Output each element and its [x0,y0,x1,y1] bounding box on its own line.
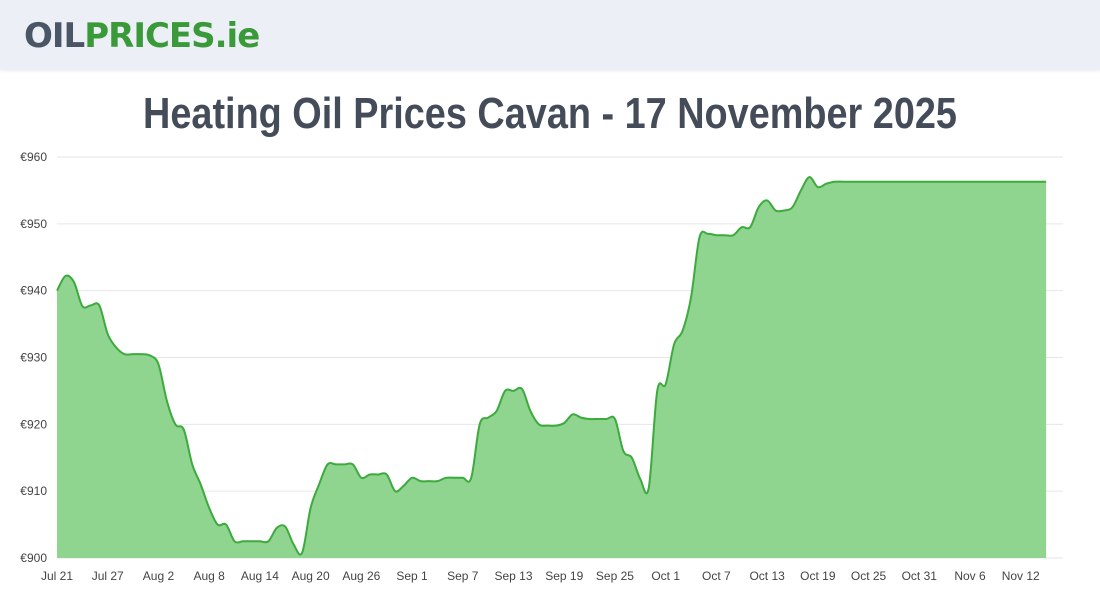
x-tick-label: Oct 25 [851,569,887,583]
y-tick-label: €940 [20,284,47,298]
x-tick-label: Oct 7 [702,569,731,583]
logo-text-prices: PRICES [84,16,215,56]
x-tick-label: Aug 14 [241,569,279,583]
x-tick-label: Nov 6 [954,569,986,583]
logo-text-oil: OIL [24,16,85,56]
x-tick-label: Oct 19 [800,569,836,583]
x-tick-label: Oct 31 [902,569,938,583]
x-tick-label: Oct 1 [651,569,680,583]
site-logo[interactable]: OILPRICES.ie [24,14,261,58]
x-tick-label: Aug 26 [342,569,380,583]
x-tick-label: Oct 13 [749,569,785,583]
series-area [57,177,1047,559]
x-tick-label: Aug 20 [292,569,330,583]
x-tick-label: Aug 8 [193,569,225,583]
logo-text-domain: .ie [214,16,261,56]
y-tick-label: €900 [20,551,47,565]
y-tick-label: €920 [20,417,47,431]
x-tick-label: Aug 2 [143,569,175,583]
y-tick-label: €960 [20,150,47,164]
x-tick-label: Jul 27 [92,569,124,583]
x-tick-label: Sep 1 [396,569,428,583]
series-line [56,176,1047,556]
page-title: Heating Oil Prices Cavan - 17 November 2… [143,89,957,138]
y-tick-label: €950 [20,217,47,231]
y-tick-label: €930 [20,351,47,365]
site-header: OILPRICES.ie [0,0,1100,70]
x-tick-label: Sep 13 [494,569,532,583]
x-tick-label: Nov 12 [1002,569,1040,583]
x-tick-label: Sep 7 [447,569,479,583]
x-tick-label: Sep 25 [596,569,634,583]
x-tick-label: Sep 19 [545,569,583,583]
x-tick-label: Jul 21 [41,569,73,583]
y-tick-label: €910 [20,484,47,498]
